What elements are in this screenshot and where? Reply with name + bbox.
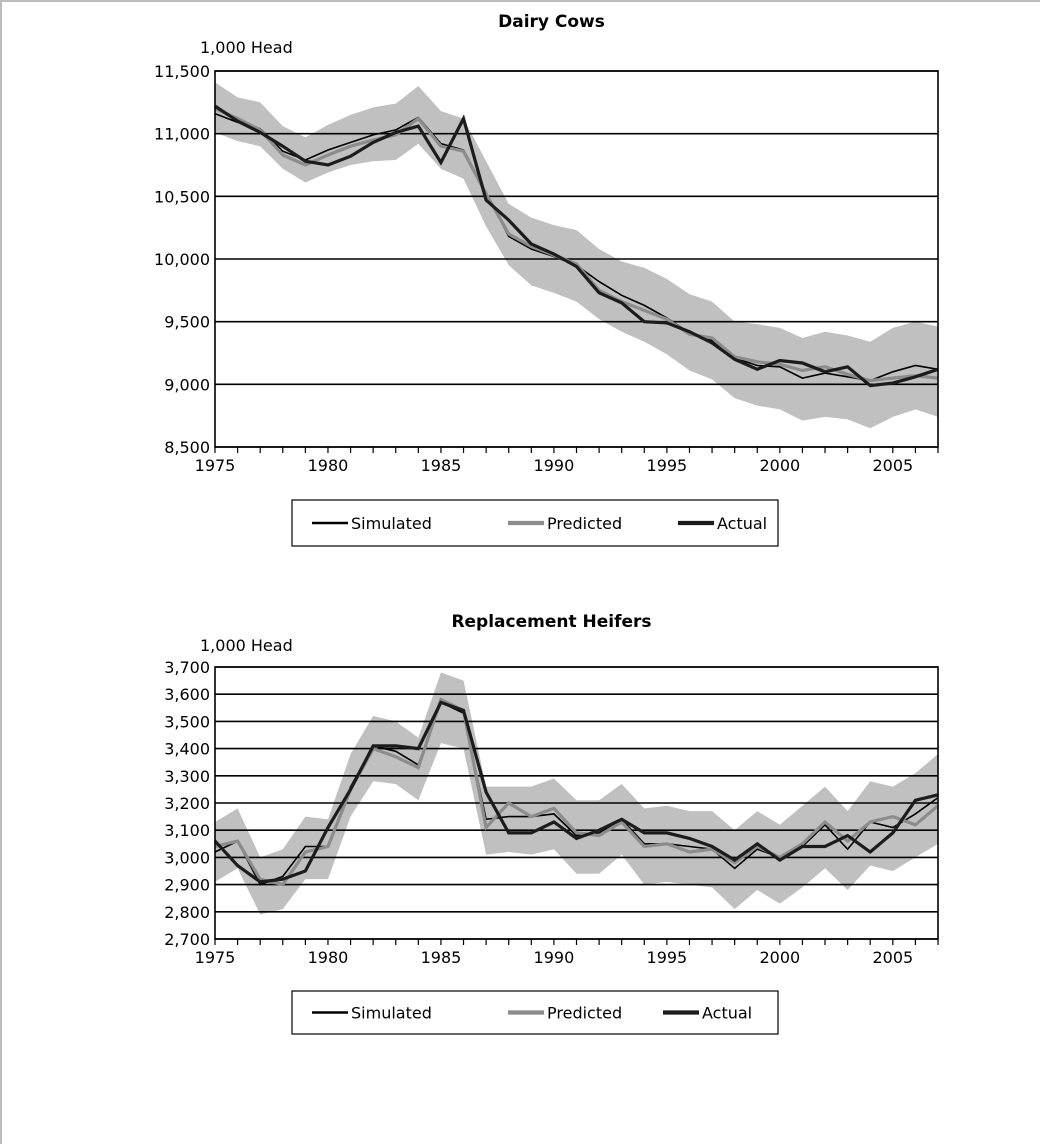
chart-2: Replacement Heifers 1,000 Head 2,700 2,800 2… bbox=[164, 612, 940, 1035]
y-tick-label: 2,700 bbox=[164, 930, 210, 949]
x-tick-label: 1980 bbox=[308, 456, 349, 475]
y-tick-label: 3,600 bbox=[164, 685, 210, 704]
x-tick-label: 1985 bbox=[421, 948, 462, 967]
x-tick-label: 1975 bbox=[195, 948, 236, 967]
y-axis-label: 1,000 Head bbox=[200, 38, 293, 57]
y-tick-label: 8,500 bbox=[164, 438, 210, 457]
chart-1: Dairy Cows 1,000 Head 8,500 9,000 9,500 10,00… bbox=[154, 12, 939, 547]
x-tick-label: 1985 bbox=[421, 456, 462, 475]
legend-label-simulated: Simulated bbox=[351, 514, 432, 533]
y-axis-label: 1,000 Head bbox=[200, 636, 293, 655]
y-tick-label: 10,500 bbox=[154, 187, 210, 206]
x-tick-label: 2005 bbox=[872, 948, 913, 967]
x-tick-label: 1990 bbox=[534, 948, 575, 967]
y-tick-label: 11,000 bbox=[154, 125, 210, 144]
x-tick-label: 1975 bbox=[195, 456, 236, 475]
series-line-predicted bbox=[214, 697, 940, 887]
x-tick-label: 1980 bbox=[308, 948, 349, 967]
legend-label-simulated: Simulated bbox=[351, 1004, 432, 1023]
legend-label-predicted: Predicted bbox=[547, 514, 622, 533]
x-tick-label: 2000 bbox=[759, 456, 800, 475]
y-tick-label: 3,100 bbox=[164, 821, 210, 840]
confidence-band bbox=[215, 82, 938, 429]
legend: Simulated Predicted Actual bbox=[291, 499, 779, 547]
chart-title: Dairy Cows bbox=[498, 12, 605, 32]
x-tick-label: 1995 bbox=[647, 456, 688, 475]
y-tick-label: 2,800 bbox=[164, 903, 210, 922]
x-tick-label: 2000 bbox=[759, 948, 800, 967]
series-line-actual bbox=[214, 104, 939, 388]
y-tick-label: 9,000 bbox=[164, 375, 210, 394]
y-tick-label: 9,500 bbox=[164, 313, 210, 332]
legend-label-predicted: Predicted bbox=[547, 1004, 622, 1023]
y-tick-label: 3,500 bbox=[164, 712, 210, 731]
x-tick-label: 2005 bbox=[872, 456, 913, 475]
legend: Simulated Predicted Actual bbox=[291, 990, 779, 1035]
legend-label-actual: Actual bbox=[702, 1004, 752, 1023]
series-line-actual bbox=[213, 700, 939, 884]
y-tick-label: 3,400 bbox=[164, 740, 210, 759]
y-tick-label: 11,500 bbox=[154, 62, 210, 81]
y-tick-label: 3,700 bbox=[164, 658, 210, 677]
y-tick-label: 3,300 bbox=[164, 767, 210, 786]
y-tick-label: 10,000 bbox=[154, 250, 210, 269]
legend-label-actual: Actual bbox=[717, 514, 767, 533]
confidence-band bbox=[215, 672, 938, 915]
y-tick-label: 3,000 bbox=[164, 848, 210, 867]
y-tick-label: 3,200 bbox=[164, 794, 210, 813]
x-tick-label: 1990 bbox=[534, 456, 575, 475]
chart-title: Replacement Heifers bbox=[451, 612, 651, 632]
x-tick-label: 1995 bbox=[647, 948, 688, 967]
y-tick-label: 2,900 bbox=[164, 876, 210, 895]
